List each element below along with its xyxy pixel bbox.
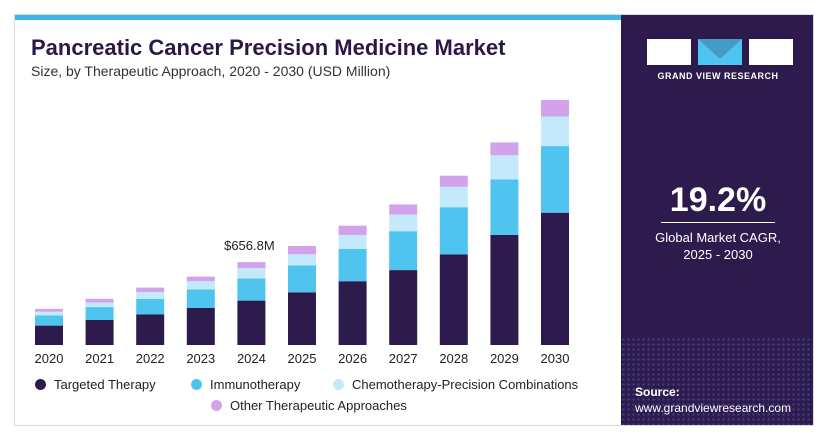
bar-2022-targeted-therapy bbox=[136, 314, 165, 345]
bar-2024-chemotherapy-precision-combinations bbox=[237, 268, 266, 279]
legend-swatch-targeted-therapy bbox=[35, 379, 46, 390]
bar-2030-targeted-therapy bbox=[541, 212, 569, 345]
bar-2026-other-therapeutic-approaches bbox=[338, 225, 367, 235]
stacked-bar-chart: 2020 2021 2022 2023 2024 $656.8M 2025 2026 2027 2… bbox=[35, 99, 570, 366]
bar-2023-immunotherapy bbox=[186, 289, 215, 308]
bar-2021-immunotherapy bbox=[85, 307, 114, 320]
bar-2020-targeted-therapy bbox=[35, 325, 63, 345]
legend-label-chemotherapy-precision: Chemotherapy-Precision Combinations bbox=[352, 377, 579, 392]
bar-2028-targeted-therapy bbox=[439, 254, 468, 345]
x-tick-label-2021: 2021 bbox=[85, 351, 114, 366]
bar-2026-targeted-therapy bbox=[338, 281, 367, 345]
x-tick-label-2028: 2028 bbox=[439, 351, 468, 366]
bar-2020-other-therapeutic-approaches bbox=[35, 308, 63, 312]
chart-subtitle: Size, by Therapeutic Approach, 2020 - 20… bbox=[31, 63, 391, 79]
cagr-label-line1: Global Market CAGR, bbox=[655, 230, 781, 245]
chart-title: Pancreatic Cancer Precision Medicine Mar… bbox=[31, 35, 506, 60]
legend-swatch-other-approaches bbox=[211, 400, 222, 411]
bar-2025-other-therapeutic-approaches bbox=[288, 246, 316, 255]
legend-label-immunotherapy: Immunotherapy bbox=[210, 377, 301, 392]
bar-2021-targeted-therapy bbox=[85, 320, 114, 345]
bar-2029-immunotherapy bbox=[490, 179, 519, 235]
bar-2026-chemotherapy-precision-combinations bbox=[338, 234, 367, 249]
bar-2028-chemotherapy-precision-combinations bbox=[439, 186, 468, 208]
source-url-link[interactable]: www.grandviewresearch.com bbox=[635, 401, 792, 415]
bar-2022-immunotherapy bbox=[136, 298, 165, 315]
bar-2030-chemotherapy-precision-combinations bbox=[541, 116, 569, 147]
bar-2029-targeted-therapy bbox=[490, 234, 519, 345]
bar-2023-other-therapeutic-approaches bbox=[186, 276, 215, 282]
bar-2022-chemotherapy-precision-combinations bbox=[136, 292, 165, 299]
bar-2029-chemotherapy-precision-combinations bbox=[490, 155, 519, 180]
bar-2029-other-therapeutic-approaches bbox=[490, 142, 519, 156]
bar-2023-chemotherapy-precision-combinations bbox=[186, 281, 215, 290]
data-label-2024: $656.8M bbox=[224, 238, 275, 253]
cagr-label-line2: 2025 - 2030 bbox=[683, 247, 753, 262]
bar-2021-chemotherapy-precision-combinations bbox=[85, 302, 114, 307]
grand-view-research-logo bbox=[647, 39, 793, 65]
logo-chevron-icon bbox=[698, 39, 742, 65]
source-label: Source: bbox=[635, 385, 680, 399]
side-panel: GRAND VIEW RESEARCH 19.2% Global Market … bbox=[621, 15, 813, 425]
cagr-value: 19.2% bbox=[669, 181, 767, 219]
legend-item-other-approaches: Other Therapeutic Approaches bbox=[211, 398, 407, 413]
x-tick-label-2024: 2024 bbox=[237, 351, 266, 366]
dot-pattern bbox=[621, 337, 813, 425]
bar-2026-immunotherapy bbox=[338, 248, 367, 282]
bar-2024-other-therapeutic-approaches bbox=[237, 262, 266, 269]
bar-2020-chemotherapy-precision-combinations bbox=[35, 311, 63, 316]
brand-name: GRAND VIEW RESEARCH bbox=[657, 71, 779, 81]
x-tick-label-2023: 2023 bbox=[186, 351, 215, 366]
bar-2025-targeted-therapy bbox=[288, 292, 316, 345]
bar-2027-chemotherapy-precision-combinations bbox=[389, 214, 418, 232]
bar-2030-immunotherapy bbox=[541, 146, 569, 213]
legend-swatch-immunotherapy bbox=[191, 379, 202, 390]
legend-swatch-chemotherapy-precision bbox=[333, 379, 344, 390]
bar-2030-other-therapeutic-approaches bbox=[541, 99, 569, 117]
x-tick-label-2030: 2030 bbox=[541, 351, 570, 366]
bar-2027-other-therapeutic-approaches bbox=[389, 204, 418, 215]
bar-2028-other-therapeutic-approaches bbox=[439, 175, 468, 187]
logo-block-right bbox=[749, 39, 793, 65]
x-tick-label-2020: 2020 bbox=[35, 351, 64, 366]
legend-label-targeted-therapy: Targeted Therapy bbox=[54, 377, 156, 392]
bar-2028-immunotherapy bbox=[439, 207, 468, 255]
bar-2023-targeted-therapy bbox=[186, 308, 215, 345]
x-tick-label-2025: 2025 bbox=[288, 351, 317, 366]
bar-2025-immunotherapy bbox=[288, 265, 316, 293]
x-tick-label-2027: 2027 bbox=[389, 351, 418, 366]
bar-2025-chemotherapy-precision-combinations bbox=[288, 254, 316, 266]
x-tick-label-2026: 2026 bbox=[338, 351, 367, 366]
chart-card: Pancreatic Cancer Precision Medicine Mar… bbox=[14, 14, 814, 426]
legend-item-chemotherapy-precision: Chemotherapy-Precision Combinations bbox=[333, 377, 578, 392]
accent-bar bbox=[15, 15, 621, 20]
bar-2027-targeted-therapy bbox=[389, 270, 418, 345]
bar-2022-other-therapeutic-approaches bbox=[136, 287, 165, 293]
logo-block-left bbox=[647, 39, 691, 65]
legend-label-other-approaches: Other Therapeutic Approaches bbox=[230, 398, 407, 413]
bar-2024-immunotherapy bbox=[237, 278, 266, 301]
legend-item-immunotherapy: Immunotherapy bbox=[191, 377, 300, 392]
cagr-label: Global Market CAGR, 2025 - 2030 bbox=[621, 229, 813, 263]
bar-2024-targeted-therapy bbox=[237, 300, 266, 345]
x-tick-label-2022: 2022 bbox=[136, 351, 165, 366]
bar-2020-immunotherapy bbox=[35, 315, 63, 326]
bar-2021-other-therapeutic-approaches bbox=[85, 298, 114, 303]
bar-2027-immunotherapy bbox=[389, 231, 418, 271]
x-tick-label-2029: 2029 bbox=[490, 351, 519, 366]
legend-item-targeted-therapy: Targeted Therapy bbox=[35, 377, 156, 392]
cagr-divider bbox=[661, 222, 775, 223]
